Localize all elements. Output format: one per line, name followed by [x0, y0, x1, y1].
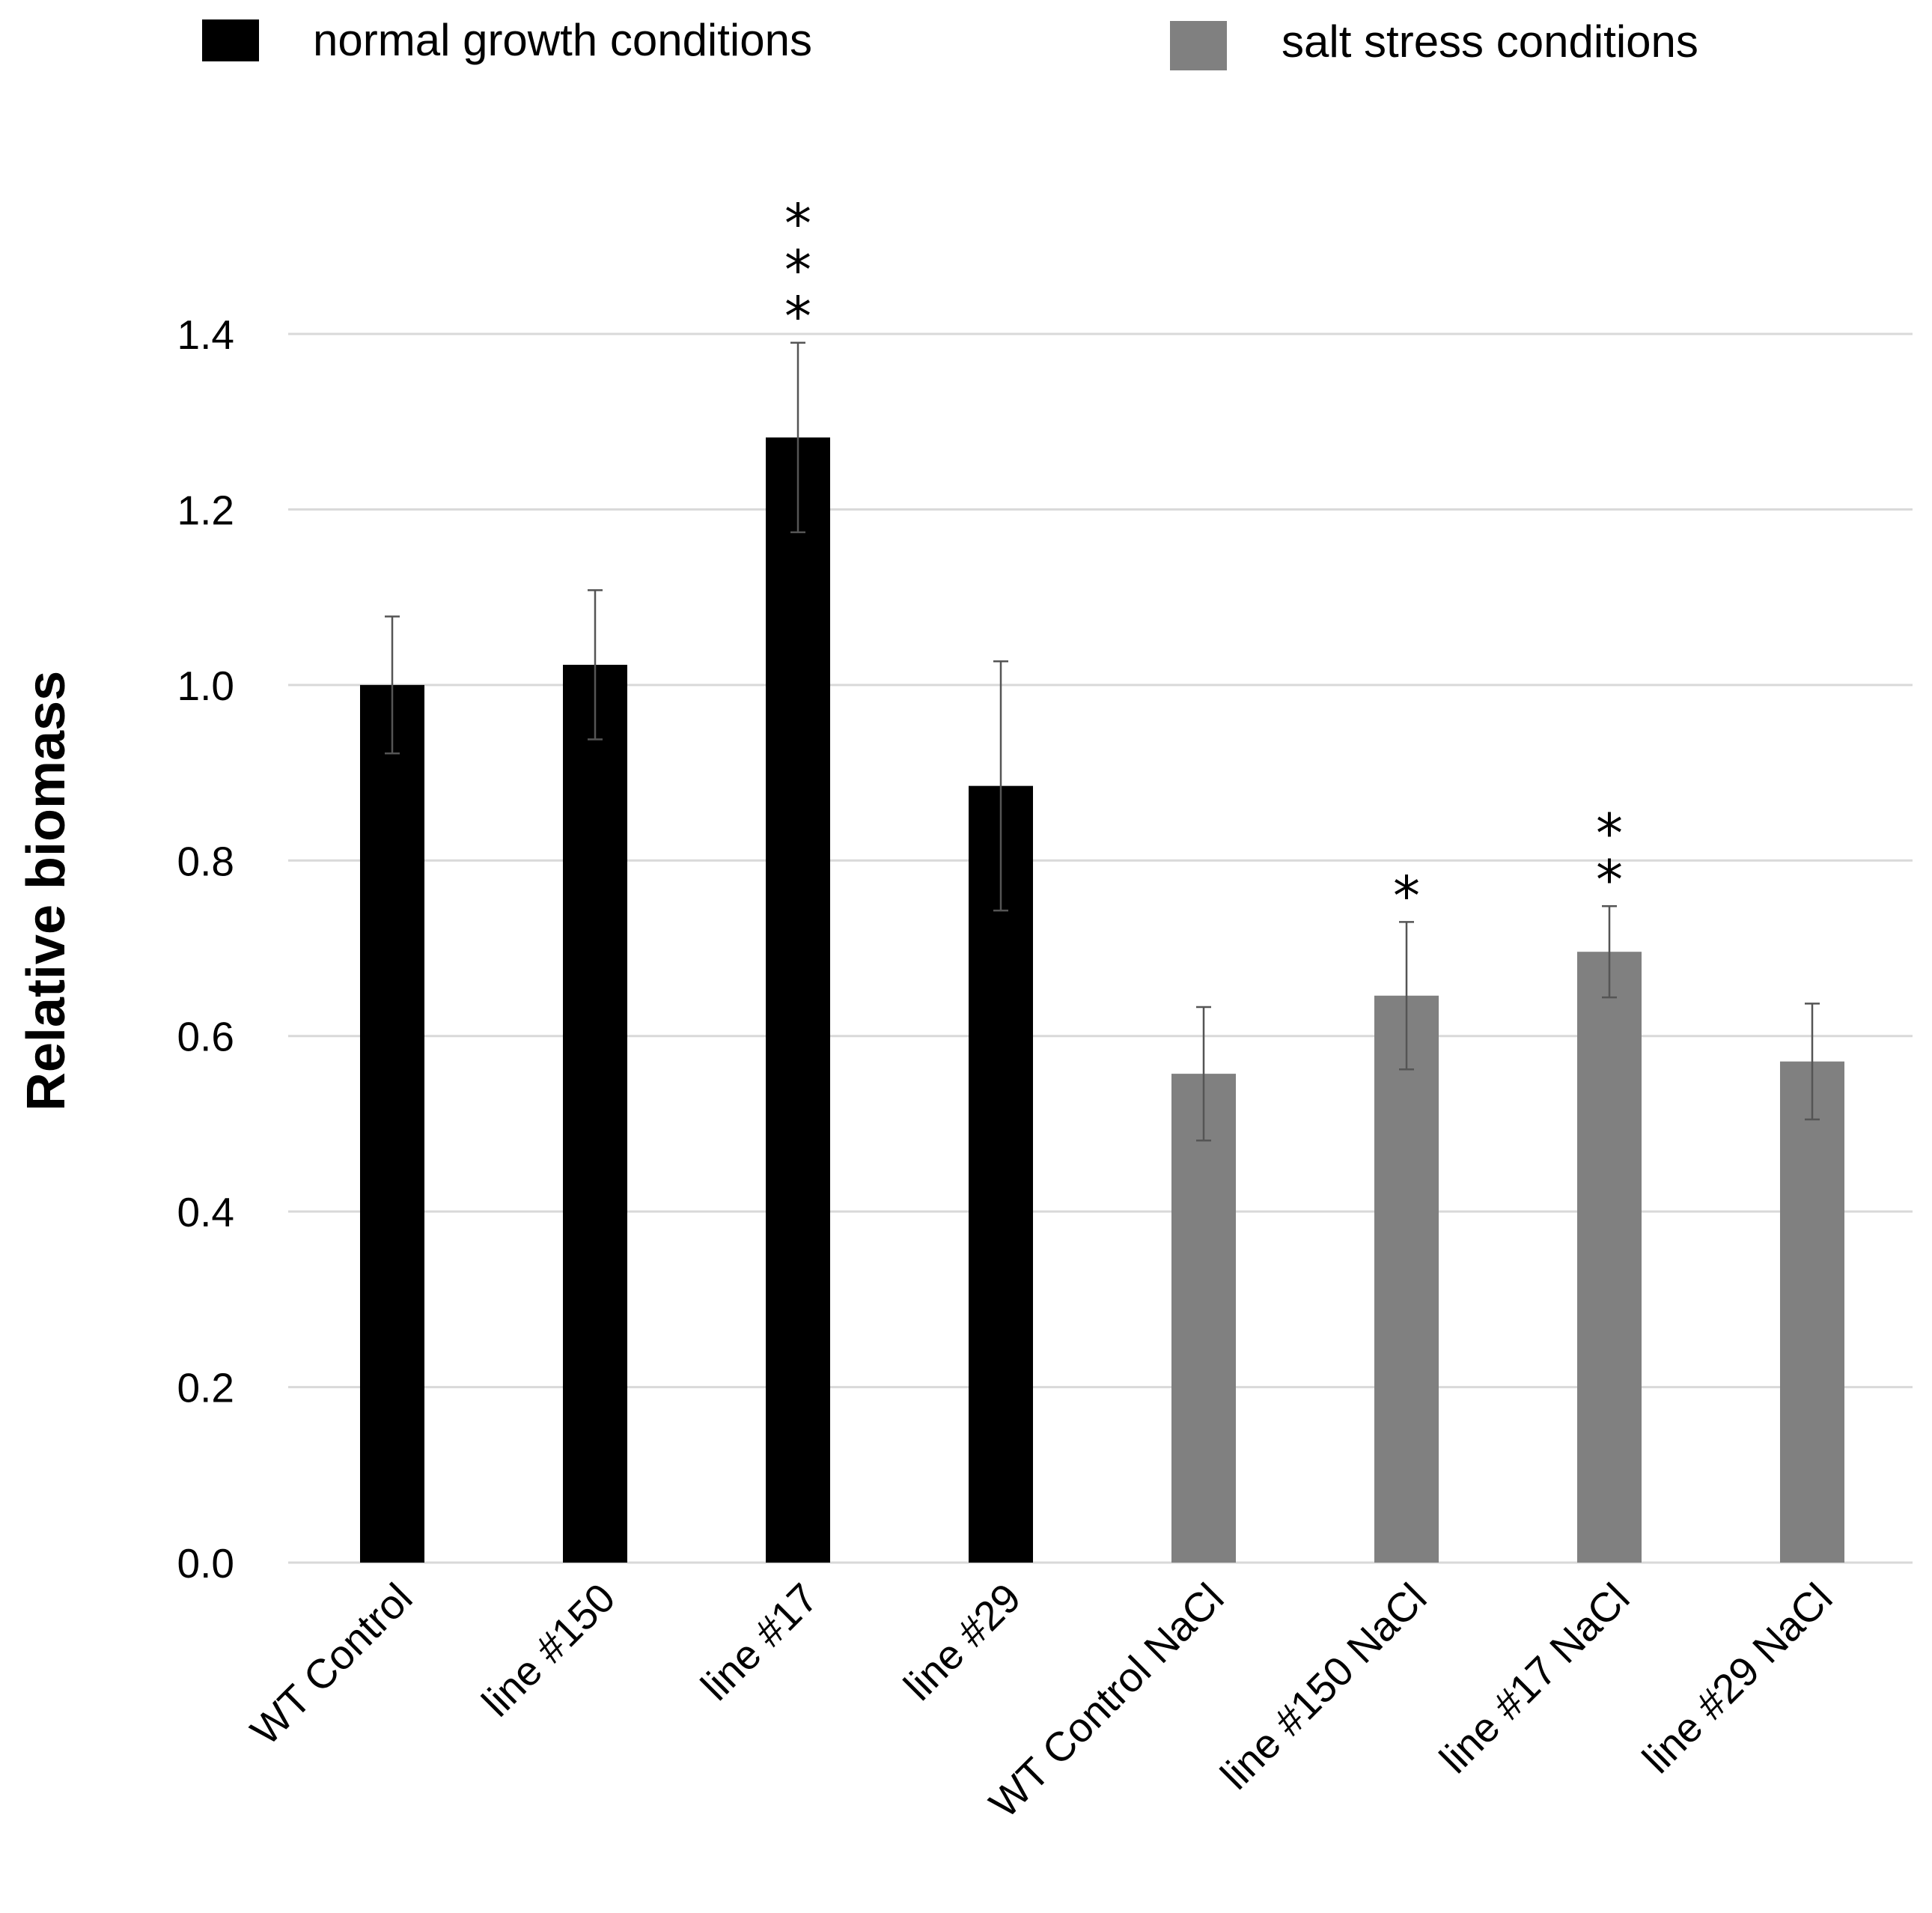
x-tick-label-3: line #29: [895, 1575, 1029, 1709]
bar-6: [1577, 952, 1642, 1563]
y-tick-label-6: 1.2: [177, 487, 234, 533]
legend-label-normal: normal growth conditions: [313, 15, 812, 65]
significance-marker-2-1: *: [784, 239, 811, 302]
y-tick-label-7: 1.4: [177, 311, 234, 358]
y-tick-label-0: 0.0: [177, 1540, 234, 1587]
y-tick-label-5: 1.0: [177, 663, 234, 709]
error-bar-4: [1196, 1006, 1211, 1142]
significance-marker-2-0: *: [784, 192, 811, 255]
x-tick-label-2: line #17: [692, 1575, 826, 1709]
bar-4: [1171, 1074, 1236, 1563]
x-tick-label-1: line #150: [473, 1575, 624, 1726]
legend-swatch-normal: [202, 19, 259, 61]
bar-7: [1780, 1061, 1844, 1563]
bar-0: [360, 684, 424, 1563]
y-tick-label-3: 0.6: [177, 1014, 234, 1060]
significance-marker-6-1: *: [1596, 848, 1623, 911]
y-tick-label-2: 0.4: [177, 1189, 234, 1235]
y-axis-label: Relative biomass: [16, 671, 76, 1111]
bar-5: [1374, 995, 1439, 1563]
error-bar-3: [993, 660, 1008, 912]
x-tick-label-5: line #150 NaCl: [1212, 1575, 1436, 1798]
y-tick-label-4: 0.8: [177, 838, 234, 884]
error-bar-6: [1602, 904, 1617, 999]
y-tick-labels: 0.0 0.2 0.4 0.6 0.8 1.0 1.2 1.4: [177, 311, 234, 1587]
error-bar-1: [588, 589, 603, 740]
bar-3: [969, 785, 1033, 1563]
y-tick-label-1: 0.2: [177, 1365, 234, 1411]
x-tick-label-0: WT Control: [242, 1575, 421, 1754]
gridlines: [288, 332, 1913, 1564]
bar-2: [766, 437, 830, 1563]
error-bar-2: [790, 341, 805, 534]
significance-marker-5-0: *: [1393, 864, 1420, 927]
legend: normal growth conditions salt stress con…: [202, 15, 1698, 70]
error-bars: [385, 341, 1820, 1142]
legend-label-salt: salt stress conditions: [1282, 16, 1698, 67]
error-bar-7: [1805, 1003, 1820, 1121]
error-bar-5: [1399, 921, 1414, 1071]
error-bar-0: [385, 615, 400, 755]
significance-marker-2-2: *: [784, 285, 811, 348]
bars: [360, 437, 1844, 1563]
significance-markers: ******: [784, 192, 1623, 928]
x-tick-label-6: line #17 NaCl: [1430, 1575, 1638, 1782]
legend-swatch-salt: [1170, 21, 1227, 70]
bar-1: [563, 664, 627, 1563]
significance-marker-6-0: *: [1596, 802, 1623, 865]
x-tick-label-7: line #29 NaCl: [1633, 1575, 1841, 1782]
